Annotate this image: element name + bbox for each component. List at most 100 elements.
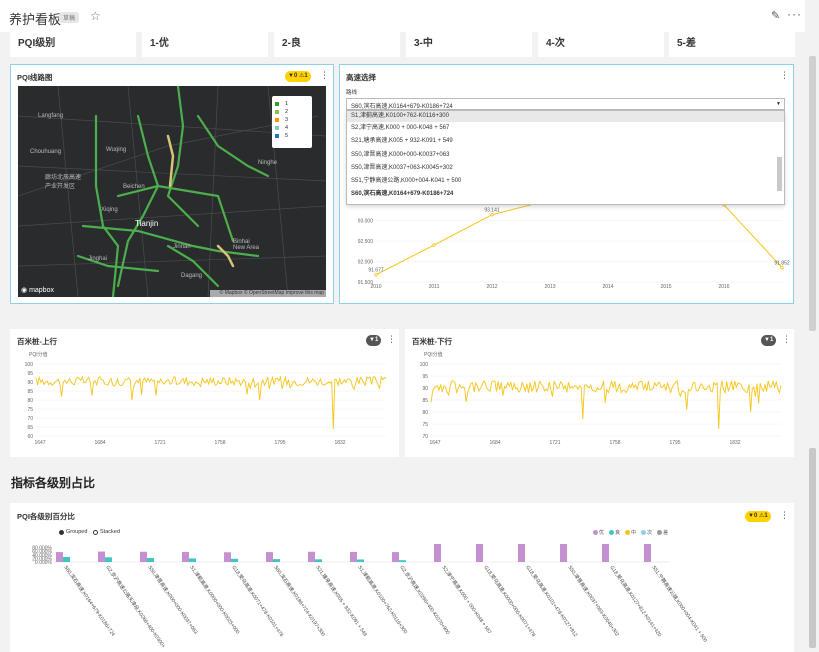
y-tick-label: 0.000% xyxy=(35,560,53,566)
y-tick-label: 90 xyxy=(422,386,428,392)
bar xyxy=(266,552,273,562)
y-tick-label: 40.000% xyxy=(32,553,52,559)
category-label: S21,塘承高速,K005 + 932-K091 + 549 xyxy=(314,564,368,638)
up-panel-title: 百米桩-上行 xyxy=(17,337,57,346)
x-tick-label: 2014 xyxy=(602,284,613,290)
route-select[interactable]: S60,滨石高速,K0164+679-K0186+724 xyxy=(346,98,785,110)
legend-swatch xyxy=(275,118,279,122)
map-place-label: Jinghai xyxy=(88,256,108,262)
category-label: G18,荣乌高速,K0000+000-K0071+478 xyxy=(482,564,537,638)
route-option[interactable]: S21,塘承高速,K005 + 932-K091 + 549 xyxy=(351,138,453,145)
category-label: S50,津晋高速,K000+000-K0037+063 xyxy=(146,564,199,635)
trend-point xyxy=(374,273,378,277)
category-label: G18,荣乌高速,K0127+812-K0141+420 xyxy=(608,564,663,638)
pqi-level-1: 1-优 xyxy=(142,32,268,57)
legend-item: 1 xyxy=(275,100,309,108)
route-option[interactable]: S51,宁静高速公路,K000+004-K041 + 500 xyxy=(351,178,462,185)
data-label: 91.852 xyxy=(774,261,790,267)
down-menu-icon[interactable]: ⋮ xyxy=(782,334,791,344)
x-tick-label: 1758 xyxy=(214,440,225,446)
grouped-radio[interactable]: Grouped xyxy=(59,529,87,535)
y-tick-label: 80 xyxy=(27,398,33,404)
y-tick-label: 60 xyxy=(27,434,33,440)
filter-pill[interactable]: ▼1 xyxy=(761,335,777,346)
x-tick-label: 1832 xyxy=(729,440,740,446)
bar xyxy=(434,544,441,562)
route-option[interactable]: S50,津晋高速,K0037+063-K0045+302 xyxy=(351,164,453,171)
legend-swatch xyxy=(275,110,279,114)
y-tick-label: 65 xyxy=(27,425,33,431)
chevron-down-icon[interactable]: ▼ xyxy=(776,101,781,107)
trend-point xyxy=(780,265,784,270)
route-option[interactable]: S50,津晋高速,K000+000-K0037+063 xyxy=(351,151,450,158)
x-tick-label: 1758 xyxy=(609,440,620,446)
filter-warning-pill[interactable]: ▼0 ⚠1 xyxy=(745,511,771,522)
bar xyxy=(644,544,651,562)
map-place-label: Wuqing xyxy=(106,147,127,153)
pqi-level-4: 4-次 xyxy=(538,32,664,57)
category-label: S1,津蓟高速,K0100+762-K0116+300 xyxy=(356,564,409,635)
bar xyxy=(315,559,322,562)
pencil-icon[interactable]: ✎ xyxy=(771,10,781,22)
y-tick-label: 91.500 xyxy=(358,280,374,286)
bar-legend: 优 良 中 次 差 xyxy=(588,529,668,536)
y-tick-label: 93.000 xyxy=(358,219,374,225)
y-tick-label: 85 xyxy=(27,389,33,395)
x-tick-label: 1832 xyxy=(334,440,345,446)
route-field-label: 路线 xyxy=(346,90,358,96)
pqi-bar-chart: 80.000%60.000%40.000%20.000%0.000% S60,滨石… xyxy=(32,544,709,649)
y-tick-label: 100 xyxy=(25,362,34,368)
map-menu-icon[interactable]: ⋮ xyxy=(320,70,329,80)
bar xyxy=(224,552,231,562)
map-place-label: 廊坊北辰高速 产业开发区 xyxy=(45,175,82,190)
category-label: G18,荣乌高速,K0101+478-K0127+812 xyxy=(524,564,579,638)
route-option[interactable]: S2,津宁高速,K000 + 000-K048 + 567 xyxy=(351,125,450,131)
filter-warning-pill[interactable]: ▼0 ⚠1 xyxy=(285,71,311,82)
bar-panel-title: PQI各级别百分比 xyxy=(17,512,75,521)
x-tick-label: 2011 xyxy=(429,284,440,290)
up-ylabel: PQI分值 xyxy=(29,352,48,358)
bar xyxy=(231,558,238,562)
map-panel-title: PQI线路图 xyxy=(17,73,53,82)
pqi-level-row: PQI级别 1-优 2-良 3-中 4-次 5-差 xyxy=(0,32,805,57)
route-option[interactable]: S1,津蓟高速,K0100+762-K0116+300 xyxy=(347,111,784,122)
stacked-radio[interactable]: Stacked xyxy=(93,529,120,535)
x-tick-label: 1721 xyxy=(549,440,560,446)
trend-point xyxy=(490,213,494,217)
x-tick-label: 2013 xyxy=(544,284,555,290)
category-label: S1,津蓟高速,K0000+000-K0025+000 xyxy=(188,564,241,635)
dropdown-scrollbar[interactable] xyxy=(777,113,782,203)
bar xyxy=(56,552,63,562)
down-ylabel: PQI分值 xyxy=(424,352,443,358)
star-icon[interactable]: ☆ xyxy=(90,9,101,23)
legend-item: 2 xyxy=(275,108,309,116)
map-place-label: Jinnan xyxy=(173,244,191,250)
highway-menu-icon[interactable]: ⋮ xyxy=(780,70,789,80)
down-direction-panel xyxy=(405,329,794,457)
x-tick-label: 2015 xyxy=(660,284,671,290)
category-label: S60,滨石高速,K0186+724-K0197+300 xyxy=(272,564,326,638)
bar xyxy=(273,559,280,562)
bar xyxy=(140,551,147,562)
map-attribution[interactable]: © Mapbox © OpenStreetMap Improve this ma… xyxy=(210,290,326,297)
bar xyxy=(182,551,189,562)
bar xyxy=(63,556,70,562)
map-place-label: Chouhuang xyxy=(30,149,62,155)
up-menu-icon[interactable]: ⋮ xyxy=(387,334,396,344)
legend-item: 5 xyxy=(275,132,309,140)
more-icon[interactable]: ··· xyxy=(787,7,802,21)
bar xyxy=(147,558,154,562)
page-scrollbar[interactable] xyxy=(806,32,819,652)
filter-pill[interactable]: ▼1 xyxy=(366,335,382,346)
map-legend: 1 2 3 4 5 xyxy=(272,96,312,148)
route-option[interactable]: S60,滨石高速,K0164+679-K0186+724 xyxy=(351,191,454,198)
bar xyxy=(357,559,364,562)
x-tick-label: 1721 xyxy=(154,440,165,446)
data-label: 91.677 xyxy=(368,268,384,274)
pqi-percentage-panel xyxy=(10,503,794,652)
category-label: G18,荣乌高速,K0071+478-K0101+478 xyxy=(230,564,285,638)
bar-menu-icon[interactable]: ⋮ xyxy=(780,510,789,520)
dashboard-title: 养护看板 xyxy=(9,12,62,27)
